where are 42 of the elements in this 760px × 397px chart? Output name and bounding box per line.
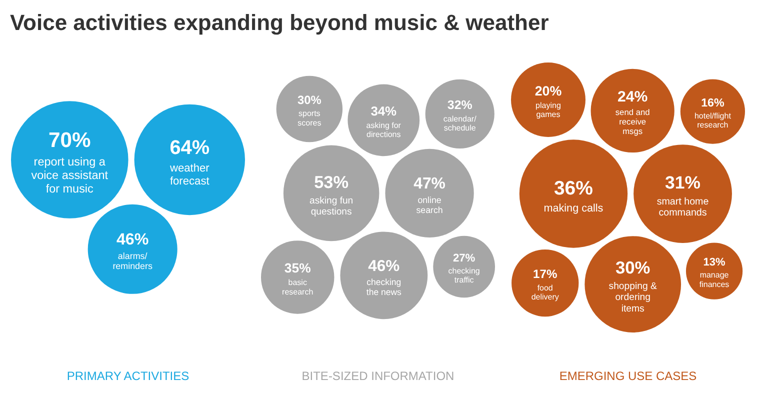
data-label: 47% <box>414 176 446 193</box>
category-label: making calls <box>544 202 604 215</box>
data-label: 16% <box>701 96 725 110</box>
text: PRIMARY ACTIVITIES <box>66 369 190 383</box>
data-label: 13% <box>703 256 726 269</box>
category-label: checking the news <box>366 276 402 297</box>
category-label: manage finances <box>699 270 730 289</box>
category-label: checking traffic <box>448 266 480 285</box>
data-label: 70% <box>48 128 91 152</box>
data-label: 27% <box>452 252 476 264</box>
data-label: 34% <box>370 104 398 119</box>
data-label: 30% <box>616 258 650 278</box>
category-label: report using a voice assistant for music <box>31 156 109 196</box>
data-label: 20% <box>534 83 562 98</box>
category-label: weather forecast <box>168 162 210 188</box>
data-label: 30% <box>298 92 322 107</box>
data-label: 35% <box>284 260 312 276</box>
category-label: asking fun questions <box>310 196 354 218</box>
category-label: hotel/flight research <box>694 112 732 130</box>
category-label: alarms/ reminders <box>112 250 153 272</box>
category-label: asking for directions <box>366 120 402 140</box>
data-label: 24% <box>618 88 648 106</box>
text: EMERGING USE CASES <box>559 369 697 383</box>
text: BITE-SIZED INFORMATION <box>302 369 454 383</box>
category-label: sports scores <box>298 109 322 128</box>
category-label: send and receive msgs <box>615 106 650 136</box>
category-label: shopping & ordering items <box>608 281 658 314</box>
data-label: 36% <box>554 177 593 200</box>
data-label: 53% <box>314 172 349 192</box>
data-label: 46% <box>116 230 149 249</box>
category-label: playing games <box>536 100 561 119</box>
text: Voice activities expanding beyond music & weather <box>10 10 550 35</box>
category-label: online search <box>416 194 443 215</box>
category-label: smart home commands <box>656 196 710 219</box>
data-label: 17% <box>533 267 558 282</box>
category-label: basic research <box>282 278 314 296</box>
data-label: 32% <box>447 98 472 112</box>
data-label: 46% <box>368 258 400 275</box>
category-label: food delivery <box>531 283 559 302</box>
data-label: 64% <box>170 136 210 159</box>
category-label: calendar/ schedule <box>443 114 478 133</box>
data-label: 31% <box>665 172 701 193</box>
